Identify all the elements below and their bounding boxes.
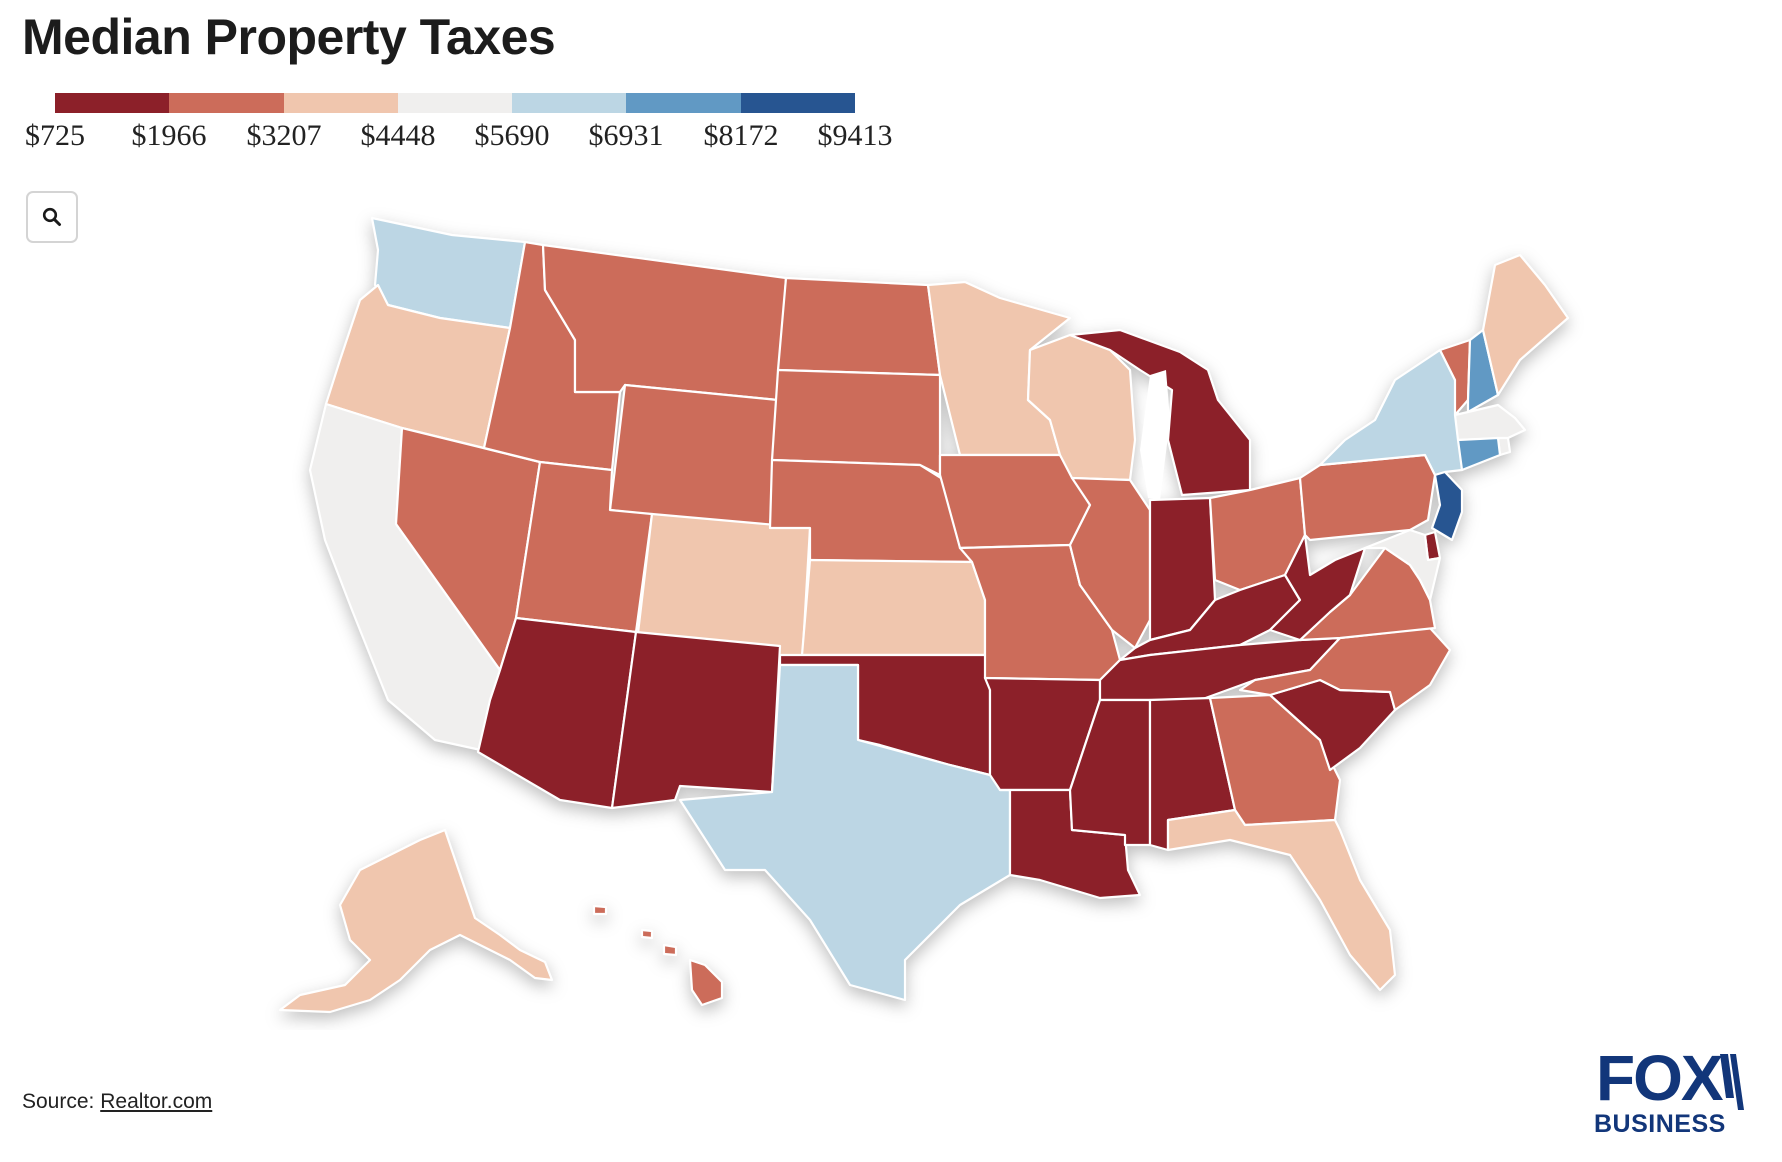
great-lakes xyxy=(1140,370,1170,500)
fox-business-logo: FOX BUSINESS xyxy=(1590,1046,1750,1138)
legend-tick-label: $5690 xyxy=(474,119,550,152)
legend-tick-label: $8172 xyxy=(703,119,779,152)
state-ma[interactable] xyxy=(1453,403,1527,442)
state-wy[interactable] xyxy=(608,383,780,530)
state-nj[interactable] xyxy=(1430,470,1464,542)
search-icon xyxy=(42,207,61,226)
us-map xyxy=(180,200,1600,1030)
lake-michigan xyxy=(1140,370,1170,500)
legend-swatch-3 xyxy=(283,93,398,113)
logo-business-text: BUSINESS xyxy=(1594,1110,1726,1138)
legend-swatch-5 xyxy=(512,93,627,113)
state-sd[interactable] xyxy=(770,368,942,477)
zoom-button[interactable] xyxy=(26,191,78,243)
state-me[interactable] xyxy=(1481,253,1570,397)
state-vt[interactable] xyxy=(1438,338,1472,417)
logo-slashes-icon xyxy=(1720,1054,1744,1110)
state-il[interactable] xyxy=(1068,476,1152,650)
legend-tick-label: $3207 xyxy=(246,119,322,152)
state-wv[interactable] xyxy=(1268,533,1367,642)
state-ny[interactable] xyxy=(1318,348,1464,477)
legend-swatch-6 xyxy=(626,93,741,113)
alaska-inset xyxy=(278,828,554,1014)
state-ct[interactable] xyxy=(1456,436,1502,472)
color-legend: $725 $1966 $3207 $4448 $5690 $6931 $8172… xyxy=(25,93,893,183)
legend-swatch-1 xyxy=(55,93,170,113)
legend-tick-label: $4448 xyxy=(360,119,436,152)
legend-color-bar xyxy=(55,93,855,113)
source-label: Source: xyxy=(22,1090,101,1113)
mainland-states xyxy=(308,216,1570,1002)
legend-tick-label: $9413 xyxy=(817,119,893,152)
source-note: Source: Realtor.com xyxy=(22,1090,212,1114)
state-tx[interactable] xyxy=(678,663,1012,1002)
state-hi-island[interactable] xyxy=(592,904,608,916)
legend-tick-labels: $725 $1966 $3207 $4448 $5690 $6931 $8172… xyxy=(25,119,893,159)
state-hi[interactable] xyxy=(688,958,724,1007)
state-ks[interactable] xyxy=(800,558,987,657)
state-mt[interactable] xyxy=(541,243,788,402)
legend-tick-label: $6931 xyxy=(588,119,664,152)
hawaii-inset xyxy=(592,904,724,1007)
legend-tick-label: $1966 xyxy=(131,119,207,152)
state-nm[interactable] xyxy=(610,630,782,810)
source-link[interactable]: Realtor.com xyxy=(100,1090,213,1113)
state-nh[interactable] xyxy=(1466,328,1500,414)
chart-title: Median Property Taxes xyxy=(22,9,556,65)
state-hi-island[interactable] xyxy=(662,943,678,957)
legend-swatch-7 xyxy=(740,93,855,113)
legend-tick-label: $725 xyxy=(25,119,85,152)
state-md[interactable] xyxy=(1363,528,1442,602)
logo-fox-text: FOX xyxy=(1596,1042,1724,1114)
state-nd[interactable] xyxy=(776,276,942,377)
state-pa[interactable] xyxy=(1298,453,1437,542)
state-fl[interactable] xyxy=(1166,808,1397,992)
state-hi-island[interactable] xyxy=(640,928,654,940)
legend-swatch-4 xyxy=(397,93,513,113)
state-ak[interactable] xyxy=(278,828,554,1014)
legend-swatch-2 xyxy=(169,93,284,113)
